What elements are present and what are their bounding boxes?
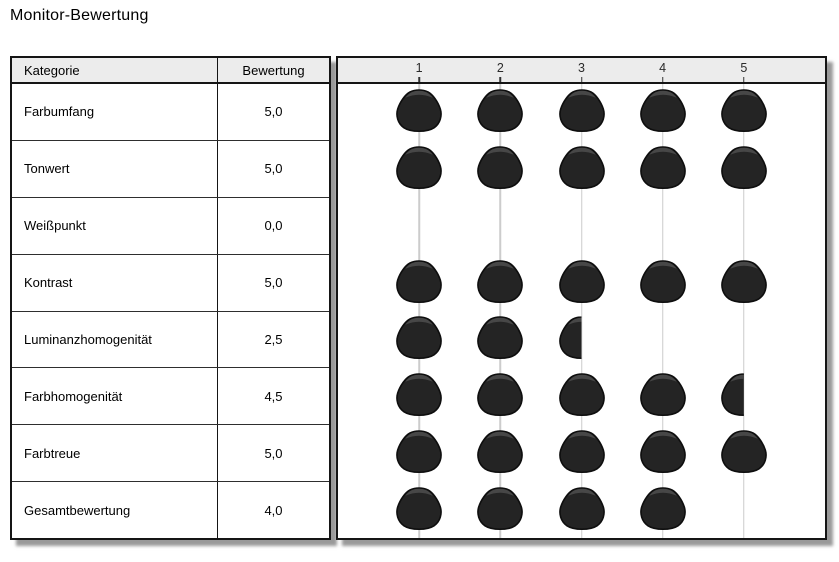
rating-blob-icon [476, 486, 524, 533]
rating-blob-icon [558, 259, 606, 306]
rating-cell: 5,0 [264, 104, 283, 120]
table-body: Farbumfang 5,0 Tonwert 5,0 Weißpunkt 0,0 Kontr… [12, 84, 329, 538]
gridline [499, 84, 502, 538]
rating-blob-half-icon [720, 373, 744, 419]
category-cell: Kontrast [12, 254, 218, 311]
rating-cell: 2,5 [264, 331, 283, 347]
gridline [580, 84, 583, 538]
scale-label: 5 [740, 61, 748, 75]
chart-row [338, 254, 825, 311]
rating-blob-icon [639, 259, 687, 306]
rating-blob-icon [395, 316, 443, 362]
rating-blob-icon [720, 89, 768, 135]
rating-cell: 0,0 [264, 218, 283, 234]
rating-blob-icon [476, 259, 524, 306]
rating-blob-icon [395, 486, 443, 533]
rating-blob-icon [395, 430, 443, 476]
scale-tick-mark [743, 77, 745, 82]
gridline [661, 84, 664, 538]
rating-cell: 5,0 [264, 275, 283, 291]
rating-blob-half-icon [558, 316, 582, 362]
category-column-header: Kategorie [12, 58, 218, 82]
category-cell: Farbtreue [12, 425, 218, 482]
table-row: Weißpunkt 0,0 [12, 196, 329, 254]
chart-row [338, 425, 825, 482]
table-row: Tonwert 5,0 [12, 139, 329, 197]
rating-blob-icon [395, 89, 443, 135]
rating-blob-icon [639, 373, 687, 419]
scale-label: 1 [415, 61, 423, 75]
rating-blob-icon [395, 259, 443, 306]
rating-blob-icon [558, 146, 606, 192]
gridline [418, 84, 420, 538]
rating-blob-icon [395, 373, 443, 419]
scale-tick-mark [418, 77, 420, 82]
table-row: Kontrast 5,0 [12, 253, 329, 311]
rating-blob-icon [395, 146, 443, 192]
chart-plot [338, 84, 825, 538]
rating-blob-icon [558, 373, 606, 419]
scale-tick-mark [661, 77, 664, 82]
rating-cell: 5,0 [264, 161, 283, 177]
table-row: Gesamtbewertung 4,0 [12, 481, 329, 538]
scale-label: 4 [659, 61, 667, 75]
rating-blob-icon [720, 146, 768, 192]
page-title: Monitor-Bewertung [10, 7, 149, 24]
chart-rows [338, 84, 825, 538]
chart-row [338, 141, 825, 198]
rating-blob-icon [639, 146, 687, 192]
rating-column-header: Bewertung [242, 62, 305, 78]
rating-blob-icon [639, 430, 687, 476]
rating-blob-icon [720, 259, 768, 306]
category-cell: Gesamtbewertung [12, 482, 218, 538]
rating-cell: 5,0 [264, 445, 283, 461]
category-cell: Farbumfang [12, 84, 218, 140]
rating-blob-icon [558, 486, 606, 533]
table-row: Farbumfang 5,0 [12, 84, 329, 140]
chart-row [338, 198, 825, 255]
category-cell: Weißpunkt [12, 197, 218, 254]
table-row: Farbtreue 5,0 [12, 424, 329, 482]
chart-row [338, 311, 825, 368]
category-cell: Tonwert [12, 140, 218, 197]
chart-row [338, 84, 825, 141]
category-cell: Farbhomogenität [12, 368, 218, 425]
table-header-row: Kategorie Bewertung [12, 58, 329, 84]
scale-tick-mark [499, 77, 502, 82]
gridline [743, 84, 745, 538]
rating-blob-icon [639, 89, 687, 135]
rating-blob-icon [476, 430, 524, 476]
chart-row [338, 368, 825, 425]
chart-row [338, 481, 825, 538]
rating-chart-panel: 1 2 3 4 5 [336, 56, 827, 540]
scale-header-strip: 1 2 3 4 5 [338, 58, 825, 84]
rating-blob-icon [476, 89, 524, 135]
category-cell: Luminanzhomogenität [12, 311, 218, 368]
rating-cell: 4,5 [264, 388, 283, 404]
rating-blob-icon [476, 373, 524, 419]
rating-cell: 4,0 [264, 502, 283, 518]
rating-blob-icon [558, 430, 606, 476]
table-row: Farbhomogenität 4,5 [12, 367, 329, 425]
rating-blob-icon [476, 316, 524, 362]
rating-table: Kategorie Bewertung Farbumfang 5,0 Tonwert… [10, 56, 331, 540]
scale-tick-mark [580, 77, 583, 82]
scale-label: 3 [578, 61, 585, 75]
scale-label: 2 [496, 61, 504, 75]
rating-blob-icon [558, 89, 606, 135]
rating-blob-icon [476, 146, 524, 192]
rating-blob-icon [720, 430, 768, 476]
table-row: Luminanzhomogenität 2,5 [12, 310, 329, 368]
rating-blob-icon [639, 486, 687, 533]
